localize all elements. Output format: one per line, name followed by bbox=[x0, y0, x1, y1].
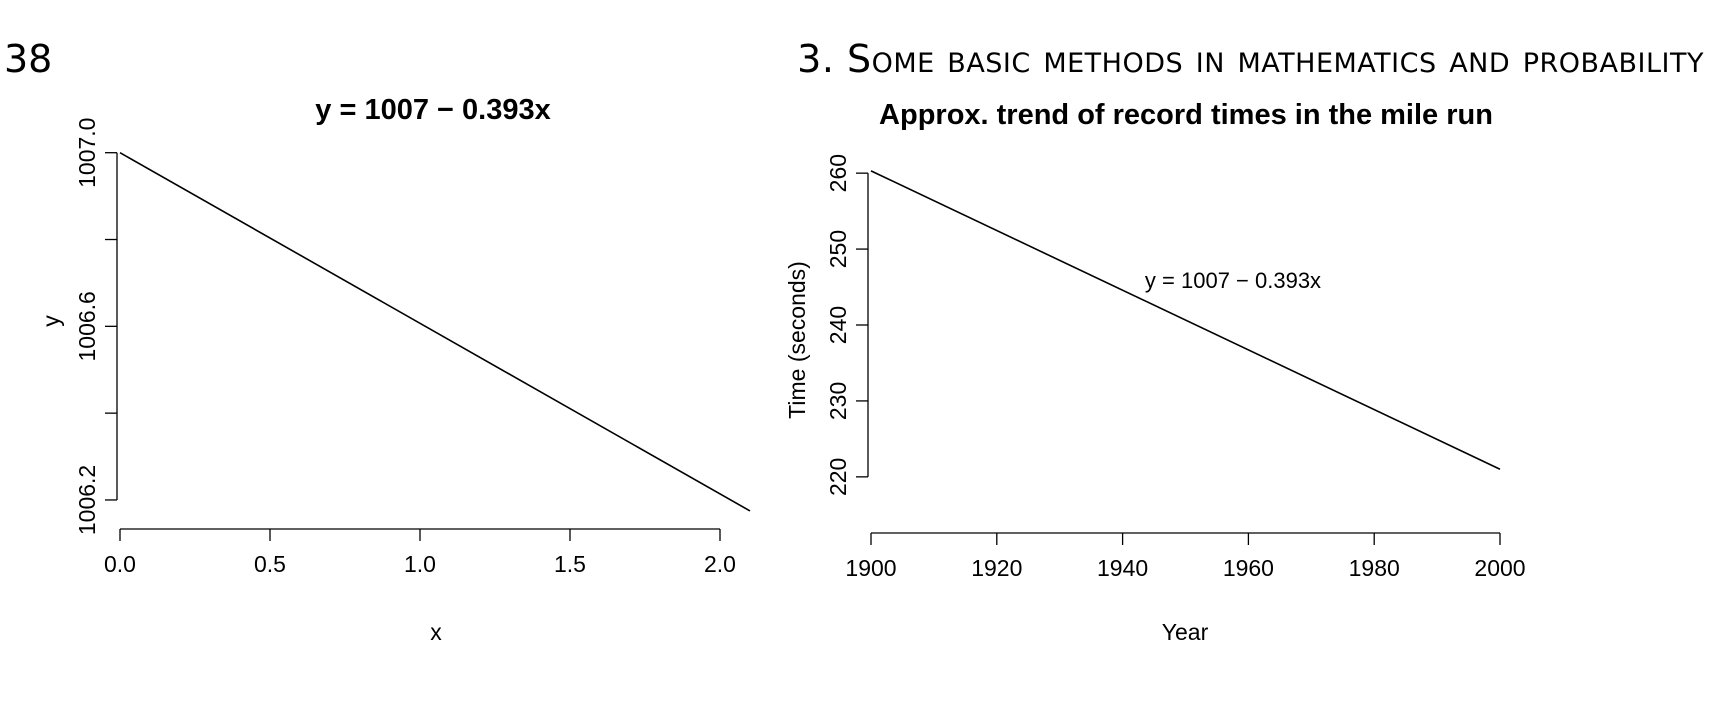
running-head: 3. Some basic methods in mathematics and… bbox=[797, 37, 1704, 81]
x-tick-label: 1960 bbox=[1223, 555, 1274, 581]
x-tick-label: 1.5 bbox=[554, 551, 586, 577]
y-tick-label: 250 bbox=[825, 230, 851, 268]
y-axis-label: Time (seconds) bbox=[784, 261, 810, 419]
x-tick-label: 0.0 bbox=[104, 551, 136, 577]
x-tick-label: 0.5 bbox=[254, 551, 286, 577]
equation-annotation: y = 1007 − 0.393x bbox=[1145, 268, 1321, 293]
y-tick-label: 230 bbox=[825, 382, 851, 420]
x-axis-label: x bbox=[430, 619, 442, 645]
chart-title: y = 1007 − 0.393x bbox=[315, 94, 550, 126]
y-tick-label: 1006.2 bbox=[74, 465, 100, 535]
y-tick-label: 1006.6 bbox=[74, 291, 100, 361]
series-line bbox=[119, 152, 751, 512]
y-tick-label: 220 bbox=[825, 458, 851, 496]
y-tick-label: 260 bbox=[825, 154, 851, 192]
chart-mile-record-trend: Approx. trend of record times in the mil… bbox=[784, 99, 1526, 645]
y-tick-label: 240 bbox=[825, 306, 851, 344]
x-axis-label: Year bbox=[1162, 619, 1209, 645]
series-line bbox=[870, 170, 1501, 470]
x-tick-label: 1920 bbox=[971, 555, 1022, 581]
chart-title: Approx. trend of record times in the mil… bbox=[879, 99, 1493, 131]
x-tick-label: 2000 bbox=[1474, 555, 1525, 581]
x-tick-label: 2.0 bbox=[704, 551, 736, 577]
y-axis-label: y bbox=[38, 315, 64, 327]
x-tick-label: 1980 bbox=[1349, 555, 1400, 581]
x-tick-label: 1940 bbox=[1097, 555, 1148, 581]
y-tick-label: 1007.0 bbox=[74, 118, 100, 188]
x-tick-label: 1.0 bbox=[404, 551, 436, 577]
x-tick-label: 1900 bbox=[845, 555, 896, 581]
page-number: 38 bbox=[4, 37, 53, 81]
chart-linear-function: y = 1007 − 0.393x x y 0.0 0.5 1.0 1.5 2.0 100… bbox=[38, 94, 751, 645]
